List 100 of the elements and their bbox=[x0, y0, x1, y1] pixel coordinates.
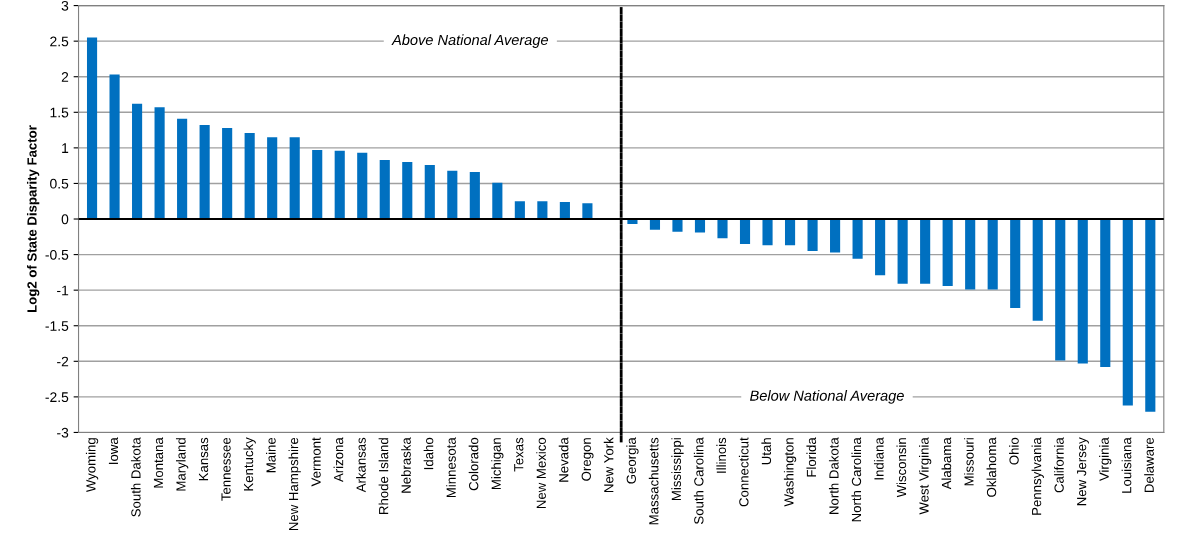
x-tick-label: Delaware bbox=[1144, 437, 1154, 492]
x-tick-label: South Carolina bbox=[693, 437, 704, 524]
bar bbox=[1100, 219, 1111, 367]
x-tick-label: Tennessee bbox=[221, 437, 231, 501]
x-tick-label: New Jersey bbox=[1077, 437, 1089, 506]
bar bbox=[1010, 219, 1021, 308]
x-tick-label: Maine bbox=[266, 437, 276, 473]
y-tick-label: 2 bbox=[61, 72, 69, 82]
bar bbox=[582, 203, 593, 220]
x-tick-label: Nevada bbox=[558, 437, 569, 482]
x-tick-label: Montana bbox=[153, 437, 164, 488]
bar bbox=[312, 150, 323, 220]
bar bbox=[920, 219, 931, 284]
x-tick-label: Missouri bbox=[964, 438, 974, 486]
bar bbox=[1122, 219, 1133, 406]
x-tick-label: Mississippi bbox=[671, 438, 684, 501]
bar bbox=[447, 170, 458, 220]
bar bbox=[334, 150, 345, 220]
bar bbox=[649, 219, 661, 230]
x-tick-label: Rhode Island bbox=[378, 438, 389, 514]
bar bbox=[559, 201, 570, 220]
x-tick-label: Utah bbox=[761, 438, 772, 465]
bar bbox=[762, 219, 773, 246]
y-tick-label: 0.5 bbox=[50, 178, 69, 189]
y-tick-label: 1 bbox=[62, 143, 69, 153]
x-tick-label: Washington bbox=[783, 438, 797, 507]
y-tick-label: 2.5 bbox=[50, 36, 69, 47]
bar bbox=[942, 219, 953, 286]
x-tick-label: Oregon bbox=[581, 438, 594, 481]
y-tick-label: 1.5 bbox=[50, 107, 69, 118]
x-tick-label: Kansas bbox=[198, 437, 209, 481]
annotation: Below National Average bbox=[750, 390, 904, 404]
x-tick-label: Louisiana bbox=[1121, 437, 1132, 493]
bar bbox=[1032, 219, 1043, 321]
x-tick-label: Kentucky bbox=[243, 437, 256, 491]
bar bbox=[86, 37, 98, 220]
y-tick-label: -3 bbox=[57, 427, 69, 438]
x-tick-label: Massachusetts bbox=[648, 437, 659, 525]
bar bbox=[739, 219, 751, 244]
x-tick-label: Arkansas bbox=[356, 437, 366, 493]
bar bbox=[537, 201, 548, 220]
bar bbox=[694, 219, 706, 233]
bar bbox=[199, 125, 210, 220]
bar bbox=[492, 182, 503, 220]
x-tick-label: Alabama bbox=[941, 437, 952, 490]
bar bbox=[897, 219, 908, 284]
x-tick-label: Wyoming bbox=[85, 438, 99, 493]
bar bbox=[402, 162, 413, 220]
x-tick-label: Michigan bbox=[491, 438, 504, 490]
bar bbox=[132, 103, 143, 220]
bar bbox=[267, 137, 278, 220]
bar bbox=[289, 137, 300, 220]
y-tick-label: 3 bbox=[61, 0, 69, 11]
x-tick-label: Colorado bbox=[468, 437, 479, 491]
bar bbox=[222, 127, 233, 220]
x-tick-label: Oklahoma bbox=[986, 437, 997, 497]
bar bbox=[987, 219, 998, 290]
bar bbox=[177, 118, 188, 220]
x-tick-label: Minnesota bbox=[446, 437, 456, 498]
bar bbox=[965, 219, 976, 290]
x-tick-label: Florida bbox=[806, 437, 817, 477]
x-tick-label: California bbox=[1054, 437, 1064, 493]
x-tick-label: Arizona bbox=[333, 437, 344, 483]
bar bbox=[830, 219, 841, 253]
x-tick-label: North Carolina bbox=[851, 437, 862, 522]
x-tick-label: Wisconsin bbox=[896, 438, 907, 498]
y-axis-title: Log2 of State Disparity Factor bbox=[26, 125, 40, 312]
x-tick-label: New Mexico bbox=[536, 437, 546, 509]
y-tick-label: -1.5 bbox=[45, 321, 69, 331]
bar bbox=[1145, 219, 1156, 412]
x-tick-label: Idaho bbox=[423, 437, 434, 470]
bar bbox=[1055, 219, 1066, 361]
x-tick-label: Ohio bbox=[1009, 437, 1019, 465]
bar bbox=[469, 172, 480, 220]
bar bbox=[1077, 219, 1088, 364]
x-tick-label: North Dakota bbox=[828, 437, 839, 514]
x-tick-label: Nebraska bbox=[401, 437, 411, 493]
bar bbox=[852, 219, 863, 259]
bar bbox=[717, 219, 728, 239]
bar bbox=[357, 152, 368, 220]
x-tick-label: Georgia bbox=[626, 437, 639, 484]
annotation: Above National Average bbox=[391, 34, 549, 48]
x-tick-label: New Hampshire bbox=[288, 437, 301, 531]
x-tick-label: Iowa bbox=[108, 437, 119, 464]
bar bbox=[379, 159, 390, 220]
x-tick-label: Virginia bbox=[1099, 437, 1112, 482]
y-tick-label: 0 bbox=[61, 214, 69, 225]
x-tick-label: Indiana bbox=[873, 437, 884, 480]
bar bbox=[514, 201, 525, 220]
x-tick-label: New York bbox=[603, 437, 614, 492]
y-tick-label: -1 bbox=[57, 285, 69, 296]
y-tick-label: -2 bbox=[57, 356, 69, 367]
x-tick-label: Illinois bbox=[716, 437, 727, 473]
x-tick-label: Pennsylvania bbox=[1031, 437, 1044, 515]
bar bbox=[154, 107, 165, 220]
x-tick-label: Texas bbox=[514, 437, 524, 472]
y-tick-label: -0.5 bbox=[45, 249, 69, 260]
bar bbox=[109, 74, 120, 220]
bar bbox=[807, 219, 818, 252]
x-tick-label: Connecticut bbox=[738, 437, 749, 507]
